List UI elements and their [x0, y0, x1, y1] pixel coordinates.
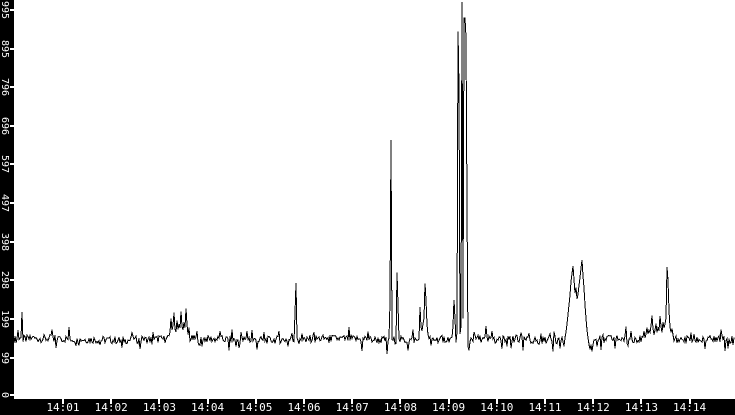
- y-tick-mark: [10, 163, 14, 166]
- x-tick-label: 14:05: [239, 401, 273, 414]
- y-tick-label: 597: [0, 155, 10, 174]
- x-tick-mark: [158, 399, 161, 404]
- y-tick-label: 895: [0, 39, 10, 58]
- chart-canvas: [14, 1, 735, 355]
- y-tick-label: 199: [0, 309, 10, 328]
- x-tick-label: 14:02: [94, 401, 128, 414]
- x-tick-label: 14:01: [46, 401, 80, 414]
- x-tick-mark: [206, 399, 209, 404]
- x-tick-label: 14:04: [191, 401, 225, 414]
- y-tick-label: 497: [0, 194, 10, 213]
- y-tick-label: 796: [0, 78, 10, 97]
- y-tick-label: 99: [0, 351, 10, 364]
- y-tick-mark: [10, 317, 14, 320]
- y-tick-mark: [10, 8, 14, 11]
- x-tick-mark: [592, 399, 595, 404]
- y-axis: 0 99 199 298 398 497 597 696 796 895 995: [0, 0, 14, 399]
- x-tick-mark: [62, 399, 64, 404]
- y-tick-mark: [10, 47, 14, 50]
- y-tick-mark: [10, 240, 14, 243]
- data-series-line: [14, 1, 735, 355]
- x-axis: 14:01 14:02 14:03 14:04 14:05 14:06 14:07 14:08…: [0, 399, 735, 415]
- y-tick-label: 696: [0, 116, 10, 136]
- x-tick-label: 14:08: [383, 401, 417, 414]
- y-tick-label: 398: [0, 232, 10, 251]
- x-tick-mark: [254, 399, 257, 404]
- x-tick-mark: [688, 399, 691, 404]
- y-tick-mark: [10, 86, 14, 89]
- x-tick-label: 14:12: [576, 401, 610, 414]
- x-tick-mark: [495, 399, 498, 404]
- y-tick-mark: [10, 394, 14, 396]
- x-tick-label: 14:13: [624, 401, 658, 414]
- y-tick-label: 995: [0, 0, 10, 20]
- y-tick-mark: [10, 279, 14, 282]
- y-tick-mark: [10, 202, 14, 205]
- x-tick-label: 14:07: [335, 401, 369, 414]
- y-tick-mark: [10, 356, 14, 359]
- x-tick-mark: [640, 399, 643, 404]
- x-tick-label: 14:14: [673, 401, 707, 414]
- x-tick-mark: [447, 399, 450, 404]
- x-tick-label: 14:10: [480, 401, 514, 414]
- x-tick-mark: [303, 399, 305, 404]
- x-tick-mark: [110, 399, 113, 404]
- x-tick-label: 14:06: [287, 401, 321, 414]
- x-tick-label: 14:03: [142, 401, 176, 414]
- chart-plot-area: [14, 0, 735, 399]
- x-tick-mark: [351, 399, 354, 404]
- x-tick-label: 14:11: [528, 401, 562, 414]
- y-tick-label: 298: [0, 271, 10, 290]
- x-tick-mark: [399, 399, 402, 404]
- y-tick-mark: [10, 124, 14, 127]
- x-tick-mark: [544, 399, 546, 404]
- x-tick-label: 14:09: [432, 401, 466, 414]
